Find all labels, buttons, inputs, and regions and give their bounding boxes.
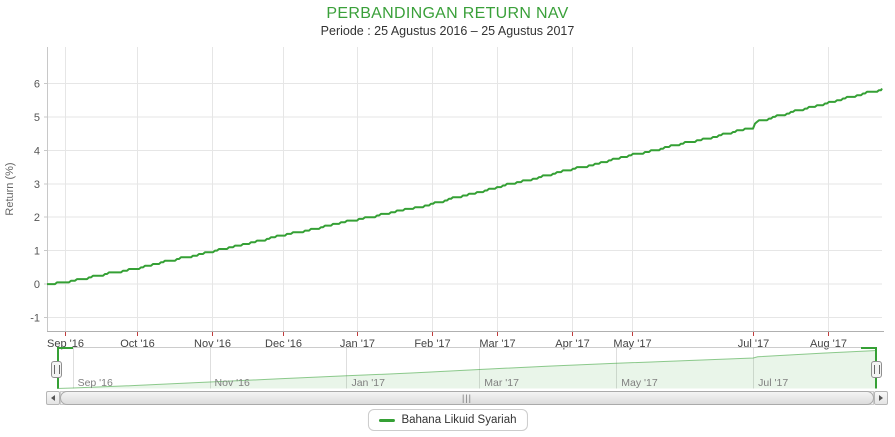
navigator-x-label: Nov '16 (215, 377, 250, 389)
y-axis-label: 0 (34, 279, 40, 291)
grip-lines-icon (873, 365, 880, 374)
chevron-right-icon (879, 395, 883, 401)
navigator-area[interactable] (57, 350, 877, 389)
y-axis-label: 3 (34, 179, 40, 191)
scrollbar-right-button[interactable] (874, 391, 888, 405)
y-axis-title: Return (%) (4, 162, 16, 215)
navigator-handle-right[interactable] (871, 361, 882, 378)
x-axis-label: Feb '17 (414, 338, 450, 350)
scrollbar-left-button[interactable] (46, 391, 60, 405)
series-line[interactable] (47, 87, 883, 286)
x-axis-label: Nov '16 (194, 338, 231, 350)
x-axis-label: Apr '17 (555, 338, 590, 350)
y-axis-label: 6 (34, 78, 40, 90)
legend-label: Bahana Likuid Syariah (401, 414, 517, 426)
legend-item-bahana-likuid-syariah[interactable]: Bahana Likuid Syariah (367, 409, 528, 431)
navigator-handle-left[interactable] (51, 361, 62, 378)
chevron-left-icon (51, 395, 55, 401)
x-axis-label: Aug '17 (810, 338, 847, 350)
navigator-line (56, 350, 878, 389)
y-axis-label: -1 (30, 313, 40, 325)
y-axis-label: 5 (34, 112, 40, 124)
grip-lines-icon (53, 365, 60, 374)
navigator-x-label: Jul '17 (758, 377, 788, 389)
x-axis-label: May '17 (613, 338, 651, 350)
y-axis-label: 2 (34, 212, 40, 224)
scrollbar-grip-icon: ||| (461, 392, 472, 403)
series-line-icon (378, 418, 395, 422)
x-axis-label: Oct '16 (120, 338, 155, 350)
navigator-x-label: Jan '17 (351, 377, 385, 389)
chart-title: PERBANDINGAN RETURN NAV (326, 5, 569, 22)
y-axis-label: 4 (34, 145, 40, 157)
chart-subtitle: Periode : 25 Agustus 2016 – 25 Agustus 2… (320, 24, 575, 38)
scrollbar-thumb[interactable]: ||| (60, 391, 874, 405)
navigator-x-label: Sep '16 (78, 377, 113, 389)
y-axis-label: 1 (34, 246, 40, 258)
navigator-x-label: Mar '17 (484, 377, 519, 389)
x-axis-label: Mar '17 (479, 338, 515, 350)
x-axis-label: Jan '17 (340, 338, 375, 350)
navigator-x-label: May '17 (621, 377, 658, 389)
x-axis-label: Dec '16 (265, 338, 302, 350)
